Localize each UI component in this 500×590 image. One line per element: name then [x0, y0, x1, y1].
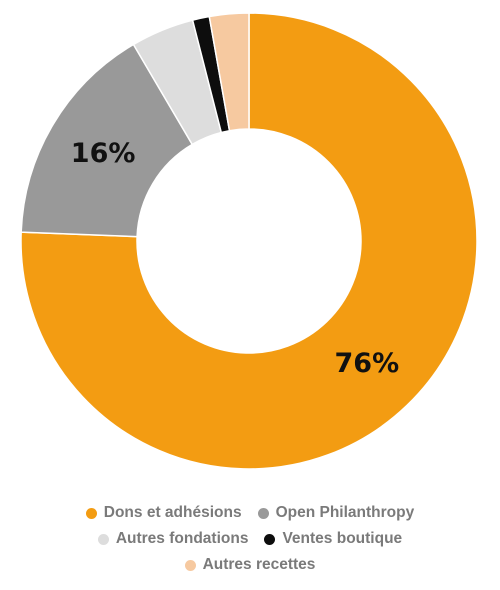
legend-row: Dons et adhésions Open Philanthropy — [0, 500, 500, 526]
legend-label: Open Philanthropy — [275, 504, 415, 521]
donut-chart: 76% 16% — [20, 12, 478, 470]
legend-label: Ventes boutique — [282, 530, 403, 547]
legend-item-ventes-boutique: Ventes boutique — [264, 530, 402, 548]
legend-item-autres-fondations: Autres fondations — [97, 530, 249, 548]
legend-item-autres-recettes: Autres recettes — [184, 556, 316, 574]
chart-legend: Dons et adhésions Open Philanthropy Autr… — [0, 500, 500, 578]
circle-swatch-icon — [184, 559, 196, 571]
data-label: 76% — [335, 348, 400, 379]
legend-row: Autres recettes — [0, 552, 500, 578]
donut-slice-dons-et-adhesions — [20, 12, 478, 470]
circle-swatch-icon — [85, 507, 97, 519]
legend-row: Autres fondations Ventes boutique — [0, 526, 500, 552]
circle-swatch-icon — [264, 533, 276, 545]
legend-item-dons-et-adhesions: Dons et adhésions — [85, 504, 242, 522]
circle-swatch-icon — [97, 533, 109, 545]
legend-item-open-philanthropy: Open Philanthropy — [257, 504, 415, 522]
donut-slice-open-philanthropy — [20, 43, 194, 238]
data-label: 16% — [71, 138, 136, 169]
legend-label: Dons et adhésions — [103, 504, 242, 521]
circle-swatch-icon — [257, 507, 269, 519]
legend-label: Autres fondations — [115, 530, 249, 547]
legend-label: Autres recettes — [202, 556, 316, 573]
donut-slice-autres-recettes — [208, 12, 250, 132]
